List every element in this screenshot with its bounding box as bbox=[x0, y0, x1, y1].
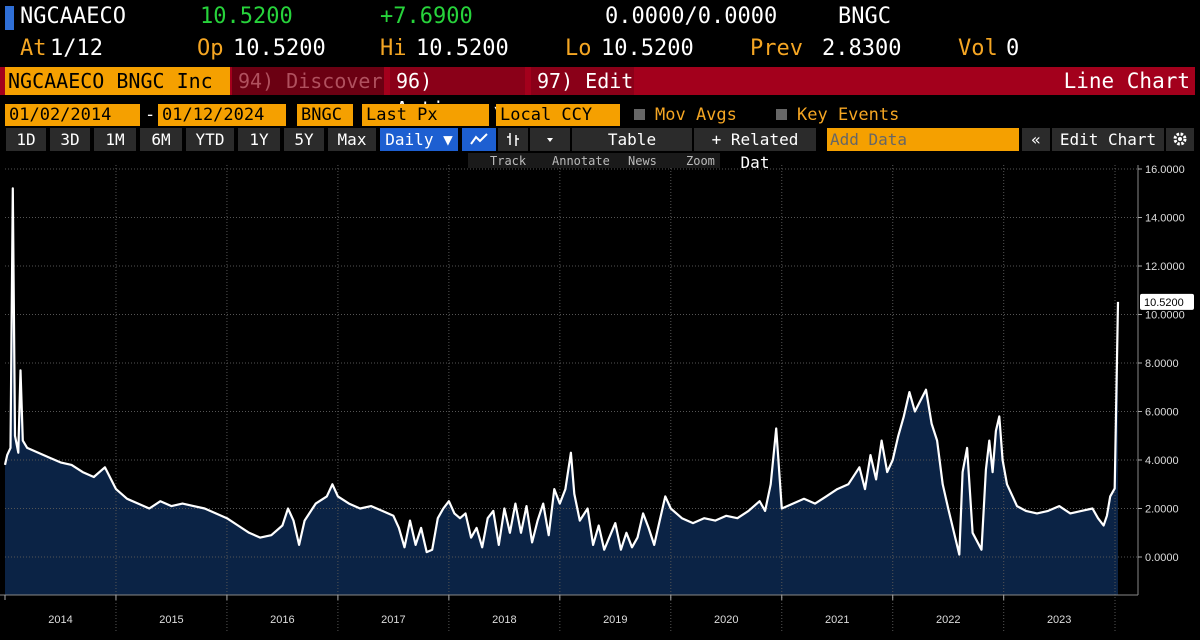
y-tick-label: 10.0000 bbox=[1145, 310, 1185, 322]
stat-label: Op bbox=[197, 36, 224, 61]
y-tick-label: 4.0000 bbox=[1145, 455, 1179, 467]
stat-value: 0 bbox=[1006, 36, 1020, 61]
add-data-field[interactable]: Add Data bbox=[827, 128, 1019, 151]
settings-button[interactable] bbox=[1166, 128, 1194, 151]
x-tick-label: 2021 bbox=[825, 614, 849, 626]
stat-value: 2.8300 bbox=[822, 36, 902, 61]
checkbox[interactable] bbox=[776, 109, 787, 120]
bar-icon-button[interactable] bbox=[498, 128, 528, 151]
edit-menu[interactable]: 97) Edit ▾ bbox=[531, 67, 634, 121]
option-label[interactable]: Mov Avgs bbox=[655, 105, 737, 125]
option-label[interactable]: Key Events bbox=[797, 105, 900, 125]
y-tick-label: 2.0000 bbox=[1145, 504, 1179, 516]
stat-label: Hi bbox=[380, 36, 407, 61]
currency-field[interactable]: Local CCY bbox=[496, 104, 620, 126]
stat-label: Lo bbox=[565, 36, 592, 61]
y-tick-label: 14.0000 bbox=[1145, 213, 1185, 225]
security-marker bbox=[5, 6, 14, 30]
checkbox[interactable] bbox=[634, 109, 645, 120]
area bbox=[5, 188, 1118, 595]
line-icon bbox=[470, 133, 488, 145]
end-date[interactable]: 01/12/2024 bbox=[158, 104, 286, 126]
line-icon-button[interactable] bbox=[462, 128, 496, 151]
period-button[interactable]: Max bbox=[328, 128, 376, 151]
stat-value: 10.5200 bbox=[233, 36, 326, 61]
y-tick-label: 12.0000 bbox=[1145, 261, 1185, 273]
x-tick-label: 2016 bbox=[270, 614, 294, 626]
period-button[interactable]: 6M bbox=[140, 128, 182, 151]
period-button[interactable]: 1Y bbox=[238, 128, 280, 151]
view-title: Line Chart bbox=[1063, 69, 1190, 93]
price-chart: 0.0000 2.0000 4.0000 6.0000 8.0000 10.0000 12.… bbox=[0, 164, 1194, 631]
dropdown-button[interactable] bbox=[530, 128, 570, 151]
ticker: NGCAAECO bbox=[20, 4, 126, 29]
last-price: 10.5200 bbox=[200, 4, 293, 29]
stat-value: 10.5200 bbox=[601, 36, 694, 61]
x-tick-label: 2023 bbox=[1047, 614, 1071, 626]
x-tick-label: 2018 bbox=[492, 614, 516, 626]
chart-tool[interactable]: Zoom bbox=[686, 154, 715, 168]
price-change: +7.6900 bbox=[380, 4, 473, 29]
x-tick-label: 2014 bbox=[48, 614, 72, 626]
chart-tool[interactable]: Annotate bbox=[552, 154, 610, 168]
security-field[interactable]: NGCAAECO BNGC Inc bbox=[5, 67, 230, 95]
x-tick-label: 2017 bbox=[381, 614, 405, 626]
ticker-field[interactable]: BNGC bbox=[297, 104, 353, 126]
x-tick-label: 2015 bbox=[159, 614, 183, 626]
stat-label: At bbox=[20, 36, 47, 61]
actions-menu[interactable]: 96) Actions ▾ bbox=[390, 67, 525, 121]
discover-menu[interactable]: 94) Discover ▾ bbox=[232, 67, 384, 121]
y-tick-label: 6.0000 bbox=[1145, 407, 1179, 419]
period-button[interactable]: 5Y bbox=[284, 128, 324, 151]
x-tick-label: 2022 bbox=[936, 614, 960, 626]
price-line bbox=[3, 187, 1120, 556]
gear-icon bbox=[1173, 132, 1187, 146]
period-button[interactable]: 1D bbox=[6, 128, 46, 151]
y-tick-label: 8.0000 bbox=[1145, 358, 1179, 370]
bid-ask: 0.0000/0.0000 bbox=[605, 4, 778, 29]
period-button[interactable]: 3D bbox=[50, 128, 90, 151]
y-tick-label: 16.0000 bbox=[1145, 164, 1185, 176]
edit-chart-button[interactable]: Edit Chart bbox=[1052, 128, 1164, 151]
frequency-button[interactable]: Daily ▼ bbox=[380, 128, 458, 151]
stat-label: Vol bbox=[958, 36, 998, 61]
stat-value: 1/12 bbox=[50, 36, 103, 61]
start-date[interactable]: 01/02/2014 bbox=[5, 104, 140, 126]
last-value-label: 10.5200 bbox=[1144, 297, 1184, 309]
ticker-code: BNGC bbox=[838, 4, 891, 29]
y-tick-label: 0.0000 bbox=[1145, 552, 1179, 564]
price-field[interactable]: Last Px bbox=[362, 104, 489, 126]
last-value-box bbox=[1140, 293, 1194, 310]
period-button[interactable]: 1M bbox=[94, 128, 136, 151]
date-separator: - bbox=[145, 105, 156, 125]
bar-icon bbox=[507, 133, 519, 146]
period-button[interactable]: YTD bbox=[186, 128, 234, 151]
chart-tools-bar bbox=[468, 153, 720, 168]
stat-value: 10.5200 bbox=[416, 36, 509, 61]
related-button[interactable]: + Related Dat bbox=[694, 128, 816, 172]
x-tick-label: 2019 bbox=[603, 614, 627, 626]
table-button[interactable]: Table bbox=[572, 128, 692, 151]
chart-tool[interactable]: Track bbox=[490, 154, 527, 168]
collapse-button[interactable]: « bbox=[1022, 128, 1050, 151]
x-tick-label: 2020 bbox=[714, 614, 738, 626]
dropdown-icon bbox=[547, 138, 553, 142]
stat-label: Prev bbox=[750, 36, 803, 61]
chart-tool[interactable]: News bbox=[628, 154, 657, 168]
